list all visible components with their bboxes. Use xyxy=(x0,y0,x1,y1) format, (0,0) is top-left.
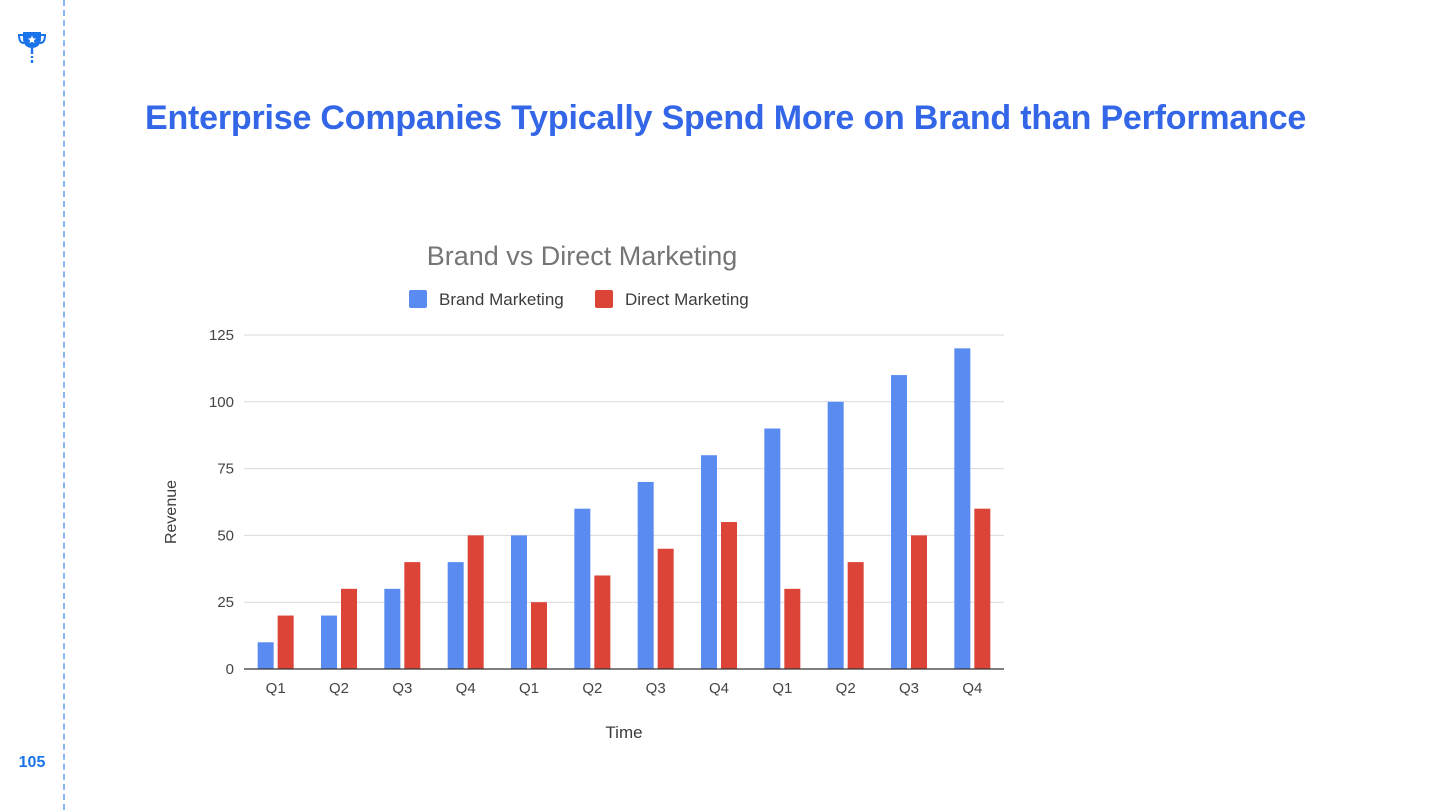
chart-bars xyxy=(257,348,991,669)
bar-brand-marketing xyxy=(384,588,401,669)
bar-chart: 0 25 50 75 100 125 Q1 Q2 Q3 Q4 Q1 Q2 Q3 Q4 Q1 Q2 Q3 Q4 B… xyxy=(163,241,1004,742)
bar-direct-marketing xyxy=(911,535,927,669)
x-tick-label: Q3 xyxy=(646,680,666,697)
trophy-icon xyxy=(18,32,46,63)
x-tick-label: Q3 xyxy=(899,680,919,697)
x-tick-label: Q1 xyxy=(772,680,792,697)
x-tick-label: Q3 xyxy=(392,680,412,697)
y-tick-label: 50 xyxy=(217,527,234,544)
bar-brand-marketing xyxy=(321,615,337,669)
x-axis-label: Time xyxy=(605,723,642,742)
legend-swatch-brand-marketing xyxy=(409,290,427,308)
bar-brand-marketing xyxy=(954,348,971,669)
x-tick-label: Q2 xyxy=(582,680,602,697)
bar-direct-marketing xyxy=(721,522,737,669)
y-axis-label: Revenue xyxy=(163,480,180,544)
bar-brand-marketing xyxy=(574,508,591,669)
legend-label-direct-marketing: Direct Marketing xyxy=(625,290,749,309)
bar-direct-marketing xyxy=(657,548,674,669)
x-tick-label: Q2 xyxy=(836,680,856,697)
bar-brand-marketing xyxy=(891,375,907,669)
bar-direct-marketing xyxy=(594,575,611,669)
legend-label-brand-marketing: Brand Marketing xyxy=(439,290,564,309)
chart-legend: Brand Marketing Direct Marketing xyxy=(409,290,749,309)
x-tick-label: Q1 xyxy=(266,680,286,697)
x-tick-labels: Q1 Q2 Q3 Q4 Q1 Q2 Q3 Q4 Q1 Q2 Q3 Q4 xyxy=(266,680,983,697)
x-tick-label: Q4 xyxy=(962,680,982,697)
x-tick-label: Q1 xyxy=(519,680,539,697)
bar-direct-marketing xyxy=(784,588,801,669)
bar-direct-marketing xyxy=(404,562,421,669)
bar-brand-marketing xyxy=(257,642,274,669)
x-tick-label: Q2 xyxy=(329,680,349,697)
bar-direct-marketing xyxy=(974,508,991,669)
slide-title: Enterprise Companies Typically Spend Mor… xyxy=(145,99,1307,137)
bar-direct-marketing xyxy=(467,535,484,669)
bar-brand-marketing xyxy=(637,481,654,669)
bar-brand-marketing xyxy=(827,401,844,669)
y-tick-label: 125 xyxy=(209,327,234,344)
y-tick-label: 100 xyxy=(209,394,234,411)
y-tick-label: 25 xyxy=(217,594,234,611)
bar-direct-marketing xyxy=(847,562,864,669)
page-number: 105 xyxy=(18,754,46,771)
bar-brand-marketing xyxy=(701,455,717,669)
bar-direct-marketing xyxy=(341,588,357,669)
bar-direct-marketing xyxy=(277,615,294,669)
bar-direct-marketing xyxy=(531,602,547,669)
side-divider xyxy=(63,0,65,810)
chart-gridlines xyxy=(244,334,1004,603)
bar-brand-marketing xyxy=(511,535,527,669)
x-tick-label: Q4 xyxy=(709,680,729,697)
x-tick-label: Q4 xyxy=(456,680,476,697)
y-tick-labels: 0 25 50 75 100 125 xyxy=(209,327,234,678)
bar-brand-marketing xyxy=(447,562,464,669)
y-tick-label: 75 xyxy=(217,461,234,478)
bar-brand-marketing xyxy=(764,428,781,669)
legend-swatch-direct-marketing xyxy=(595,290,613,308)
y-tick-label: 0 xyxy=(226,661,234,678)
chart-title: Brand vs Direct Marketing xyxy=(427,241,738,271)
